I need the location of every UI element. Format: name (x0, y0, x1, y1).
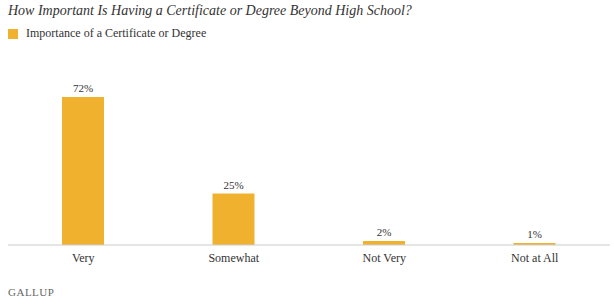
html-text:Importance of a Certificate or: Importance of a Certificate or Degree (26, 26, 207, 40)
svg-text:2%: 2% (377, 226, 392, 238)
svg-text:72%: 72% (73, 82, 93, 94)
svg-text:Somewhat: Somewhat (208, 251, 259, 265)
svg-text:1%: 1% (527, 228, 542, 240)
svg-text:Not Very: Not Very (363, 251, 406, 265)
html-text:GALLUP: GALLUP (8, 286, 55, 298)
html-text:How Important Is Having a Cert: How Important Is Having a Certificate or… (8, 3, 412, 18)
svg-text:25%: 25% (223, 179, 243, 191)
svg-text:Very: Very (72, 251, 95, 265)
svg-text:Not at All: Not at All (511, 251, 559, 265)
